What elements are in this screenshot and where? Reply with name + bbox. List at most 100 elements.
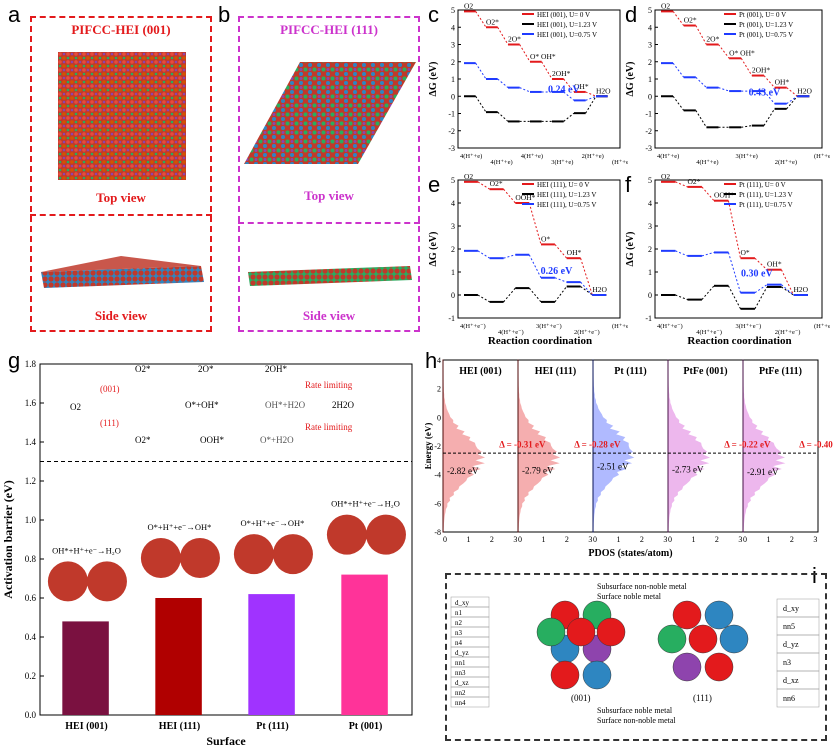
connector-e-1 (477, 294, 490, 303)
x-tick-label-c: (H⁺+e) (612, 159, 628, 166)
species-label-e: O2 (464, 172, 473, 181)
x-tick-label-c: 4(H⁺+e) (460, 153, 482, 160)
connector-f-2 (727, 252, 741, 293)
orbital-table-label: n2 (455, 619, 463, 627)
pdos-title: Pt (111) (614, 366, 647, 377)
bar-reaction-label: O*+H⁺+e⁻→OH* (241, 518, 305, 528)
connector-e-2 (477, 250, 490, 259)
y-tick-label-h: -8 (434, 528, 441, 537)
panel-letter-c: c (428, 2, 439, 27)
delta-label: Δ = -0.31 eV (499, 439, 546, 449)
connector-e-0 (477, 181, 490, 190)
y-tick-label-d: 3 (648, 41, 652, 50)
species-label-c: O* OH* (530, 52, 556, 61)
legend-entry-c: HEI (001), U= 0 V (537, 11, 590, 19)
species-label-d: 2O* (706, 35, 719, 44)
pdos-curve (442, 359, 486, 533)
connector-f-2 (754, 284, 768, 294)
species-label-f: O2* (688, 177, 701, 186)
y-tick-label-g: 0.6 (25, 593, 37, 603)
panel-letter-b: b (218, 2, 231, 27)
y-tick-label-c: 4 (451, 23, 455, 32)
species-label-e: OOH* (515, 193, 535, 202)
label-surface-2: Surface non-noble metal (597, 716, 676, 725)
x-tick-label-h: 2 (715, 535, 719, 544)
connector-e-2 (528, 254, 542, 278)
species-label-f: OOH* (714, 191, 734, 200)
orbital-table-label: d_xz (455, 679, 469, 687)
x-tick-label-h: 0 (743, 535, 747, 544)
x-tick-label-h: 2 (490, 535, 494, 544)
connector-e-2 (554, 277, 567, 283)
x-tick-label-h: 0 (518, 535, 522, 544)
pdos-curve (592, 359, 635, 533)
panel-a-divider (30, 214, 212, 216)
connector-c-1 (563, 112, 575, 122)
connector-f-0 (754, 257, 768, 271)
x-tick-label-e: 4(H⁺+e⁻) (460, 323, 486, 330)
surface-cluster-icon (233, 534, 274, 575)
orbital-table-label: n1 (455, 609, 463, 617)
species-label-d: OH* (775, 78, 790, 87)
connector-d-1 (786, 95, 798, 110)
ylabel-h: Energy (eV) (425, 423, 433, 470)
panel-letter-f: f (625, 172, 632, 197)
annotation-c: 0.24 eV (548, 84, 580, 95)
orbital-table-label: n3 (783, 658, 791, 667)
bar-1 (155, 598, 202, 715)
species-label-c: 2O* (508, 35, 521, 44)
connector-d-0 (763, 75, 775, 88)
surface-cluster-icon (47, 561, 88, 602)
x-tick-label-h: 0 (593, 535, 597, 544)
pdos-curve (517, 359, 561, 533)
y-tick-label-g: 1.6 (25, 398, 37, 408)
scheme-label: (001) (100, 384, 120, 394)
x-tick-label-h: 1 (691, 535, 695, 544)
x-tick-label-h: 3 (813, 535, 817, 544)
bar-reaction-label: OH*+H⁺+e⁻→H₂O (52, 545, 121, 555)
x-tick-label-d: (H⁺+e) (814, 153, 830, 160)
x-tick-label-g: Pt (111) (256, 721, 289, 732)
pdos-curve (742, 359, 786, 533)
y-tick-label-e: 5 (451, 176, 455, 185)
legend-entry-c: HEI (001), U=1.23 V (537, 21, 597, 29)
orbital-table-cell (450, 696, 490, 708)
species-label-f: O* (741, 248, 750, 257)
species-label-e: O* (541, 234, 550, 243)
surface-cluster-icon (365, 514, 406, 555)
y-tick-label-c: 2 (451, 58, 455, 67)
legend-entry-e: HEI (111), U=0.75 V (537, 201, 597, 209)
connector-f-1 (675, 294, 688, 301)
x-tick-label-e: (H⁺+e⁻) (612, 323, 628, 330)
pdos-frame (742, 359, 819, 533)
scheme-label: Rate limiting (305, 422, 353, 432)
x-tick-label-h: 0 (443, 535, 447, 544)
panel-i-diagram: d_xy n1 n2 n3 n4 d_yz nn1 nn3 d_xz nn2 nn4 d_xy nn5 d… (450, 582, 820, 725)
connector-c-2 (519, 87, 531, 93)
species-label-d: 2OH* (752, 66, 771, 75)
caption-001: (001) (571, 693, 591, 703)
panel-a-top-view: Top view (96, 190, 146, 205)
surface-cluster-icon (140, 538, 181, 578)
atom-sphere (688, 624, 718, 654)
x-tick-label-c: 2(H⁺+e) (582, 153, 604, 160)
y-tick-label-c: -1 (448, 110, 455, 119)
x-tick-label-d: 3(H⁺+e) (736, 153, 758, 160)
ylabel-c: ΔG (eV) (428, 62, 439, 97)
y-tick-label-g: 1.8 (25, 359, 37, 369)
ylabel-d: ΔG (eV) (625, 62, 636, 97)
connector-d-0 (672, 11, 685, 26)
y-tick-label-h: -2 (434, 442, 441, 451)
caption-111: (111) (693, 693, 712, 703)
atom-sphere (596, 617, 626, 647)
surface-cluster-icon (326, 514, 367, 555)
connector-f-0 (780, 269, 794, 296)
legend-entry-e: HEI (111), U= 0 V (537, 181, 590, 189)
species-label-d: O2 (661, 1, 670, 10)
x-tick-label-h: 2 (565, 535, 569, 544)
connector-f-0 (727, 200, 741, 259)
chart-d: -3 -2 -1 0 1 2 3 4 5 ΔG (eV) O2 O2* 2O* O* OH* 2OH* OH*… (625, 1, 830, 166)
pdos-title: HEI (001) (459, 366, 502, 377)
connector-c-0 (585, 91, 597, 97)
connector-c-2 (585, 95, 597, 101)
